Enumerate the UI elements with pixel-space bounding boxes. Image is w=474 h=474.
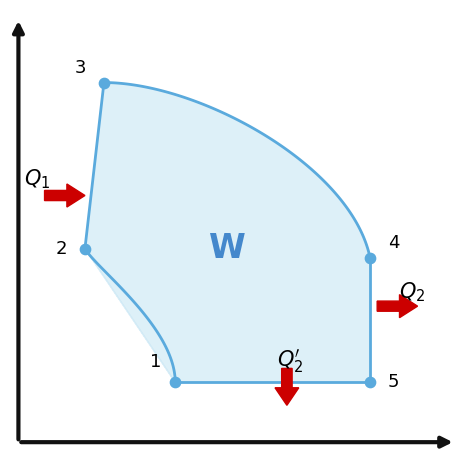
- Point: [366, 254, 374, 262]
- Text: 1: 1: [150, 353, 161, 371]
- FancyArrow shape: [45, 184, 85, 207]
- Text: W: W: [209, 232, 246, 265]
- FancyArrow shape: [275, 368, 299, 405]
- Point: [172, 378, 179, 386]
- Text: 3: 3: [74, 59, 86, 77]
- Text: 4: 4: [388, 234, 400, 252]
- Polygon shape: [85, 82, 370, 382]
- Text: $Q_2'$: $Q_2'$: [277, 347, 304, 375]
- Text: $Q_2$: $Q_2$: [399, 281, 425, 304]
- Point: [100, 79, 108, 86]
- Point: [366, 378, 374, 386]
- Text: 2: 2: [55, 239, 67, 257]
- FancyArrow shape: [377, 295, 418, 318]
- Point: [81, 245, 89, 252]
- Text: $Q_1$: $Q_1$: [24, 168, 51, 191]
- Text: 5: 5: [388, 373, 400, 391]
